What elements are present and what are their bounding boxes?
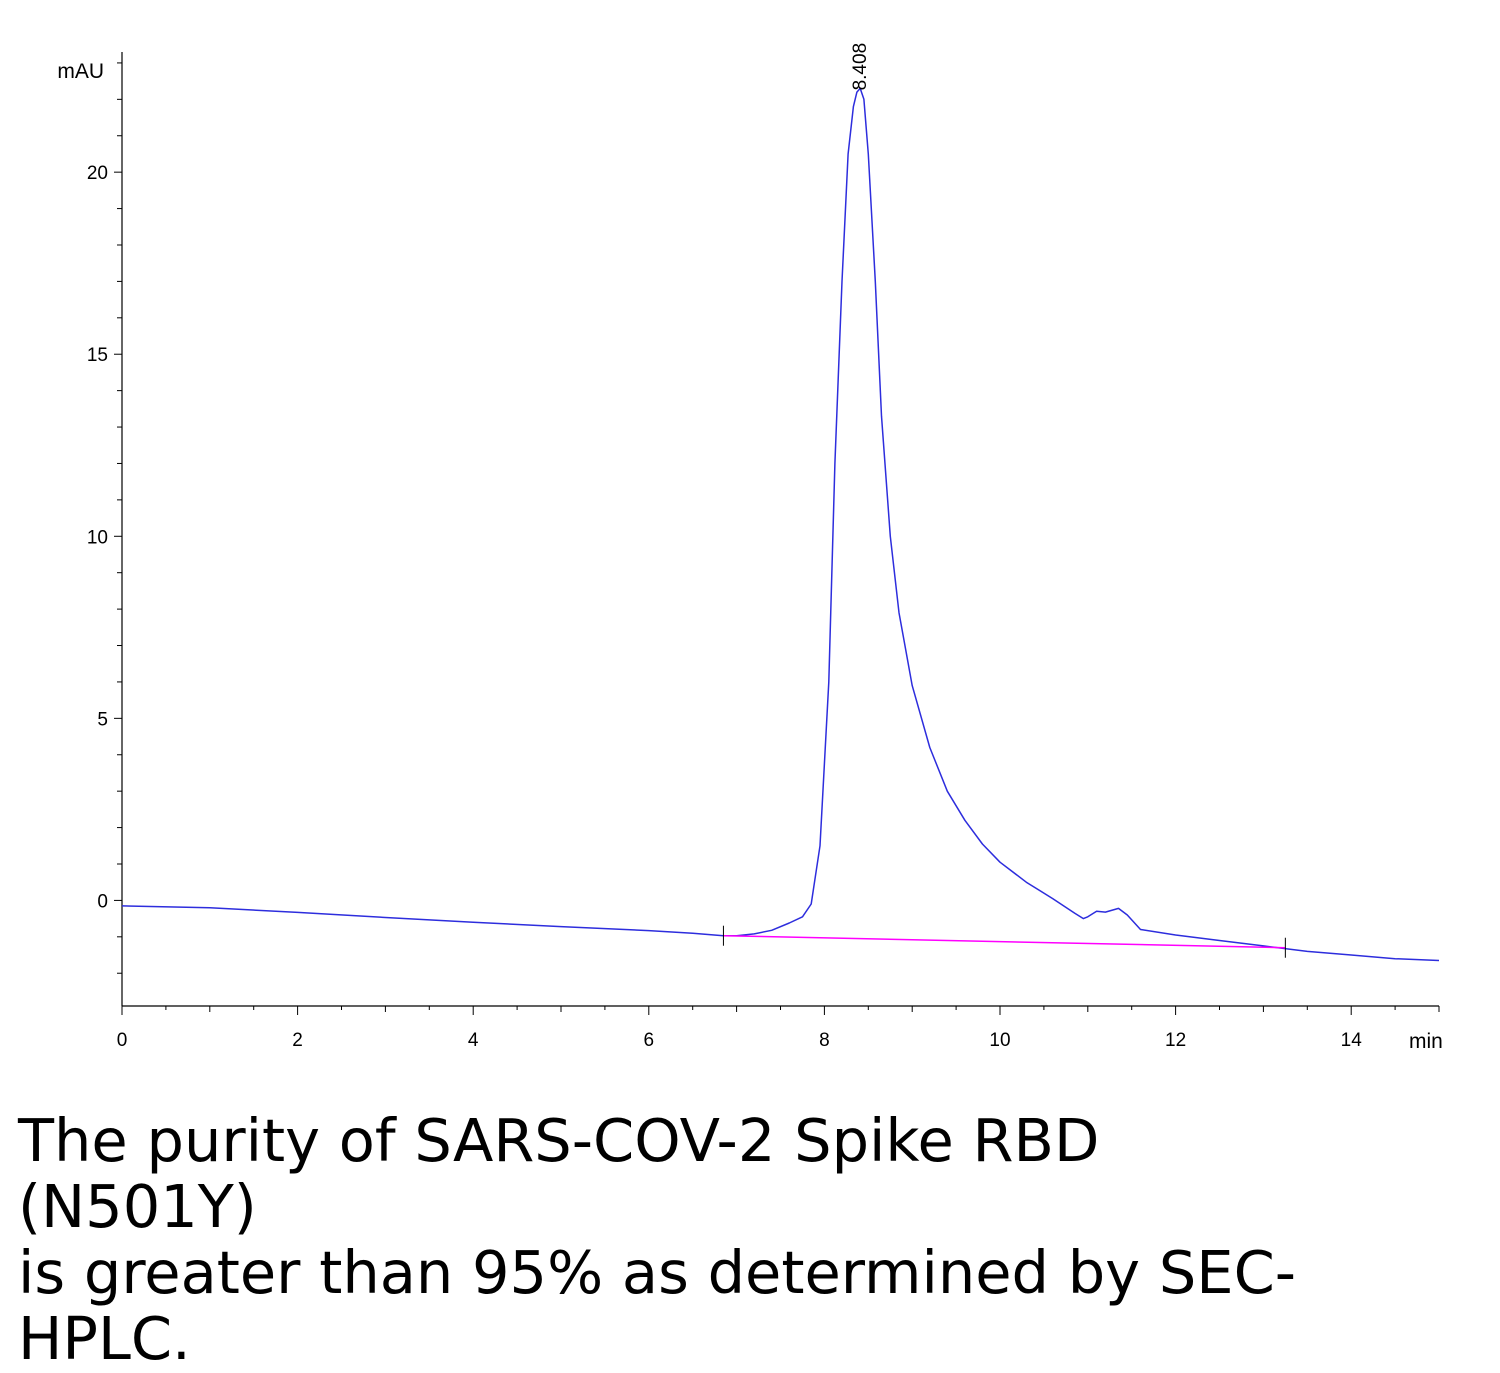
x-tick-label: 2 <box>292 1030 303 1051</box>
tick-labels: 0 5 10 15 20 0 2 4 6 8 10 12 14 <box>87 163 1362 1051</box>
figure-caption: The purity of SARS-COV-2 Spike RBD (N501… <box>18 1106 1297 1373</box>
x-tick-label: 0 <box>117 1030 128 1051</box>
x-tick-label: 10 <box>989 1030 1010 1051</box>
x-tick-label: 12 <box>1165 1030 1186 1051</box>
x-tick-label: 4 <box>468 1030 479 1051</box>
x-tick-label: 14 <box>1341 1030 1363 1051</box>
x-axis-unit-label: min <box>1409 1030 1443 1053</box>
y-tick-label: 5 <box>97 709 108 730</box>
y-tick-label: 10 <box>87 527 108 548</box>
series-layer <box>121 87 1440 962</box>
annotations: 8.408 <box>722 43 1286 958</box>
signal-trace <box>121 87 1440 962</box>
baseline-trace <box>723 934 1286 949</box>
axes <box>121 52 1439 1007</box>
ticks <box>114 62 1440 1015</box>
x-tick-label: 8 <box>819 1030 830 1051</box>
y-tick-label: 0 <box>97 891 108 912</box>
y-tick-label: 15 <box>87 345 108 366</box>
y-axis-unit-label: mAU <box>57 60 104 83</box>
x-tick-label: 6 <box>644 1030 655 1051</box>
peak-label: 8.408 <box>850 43 871 91</box>
y-tick-label: 20 <box>87 163 108 184</box>
chromatogram-chart: 0 5 10 15 20 0 2 4 6 8 10 12 14 8.408 mAU min <box>57 43 1443 1053</box>
